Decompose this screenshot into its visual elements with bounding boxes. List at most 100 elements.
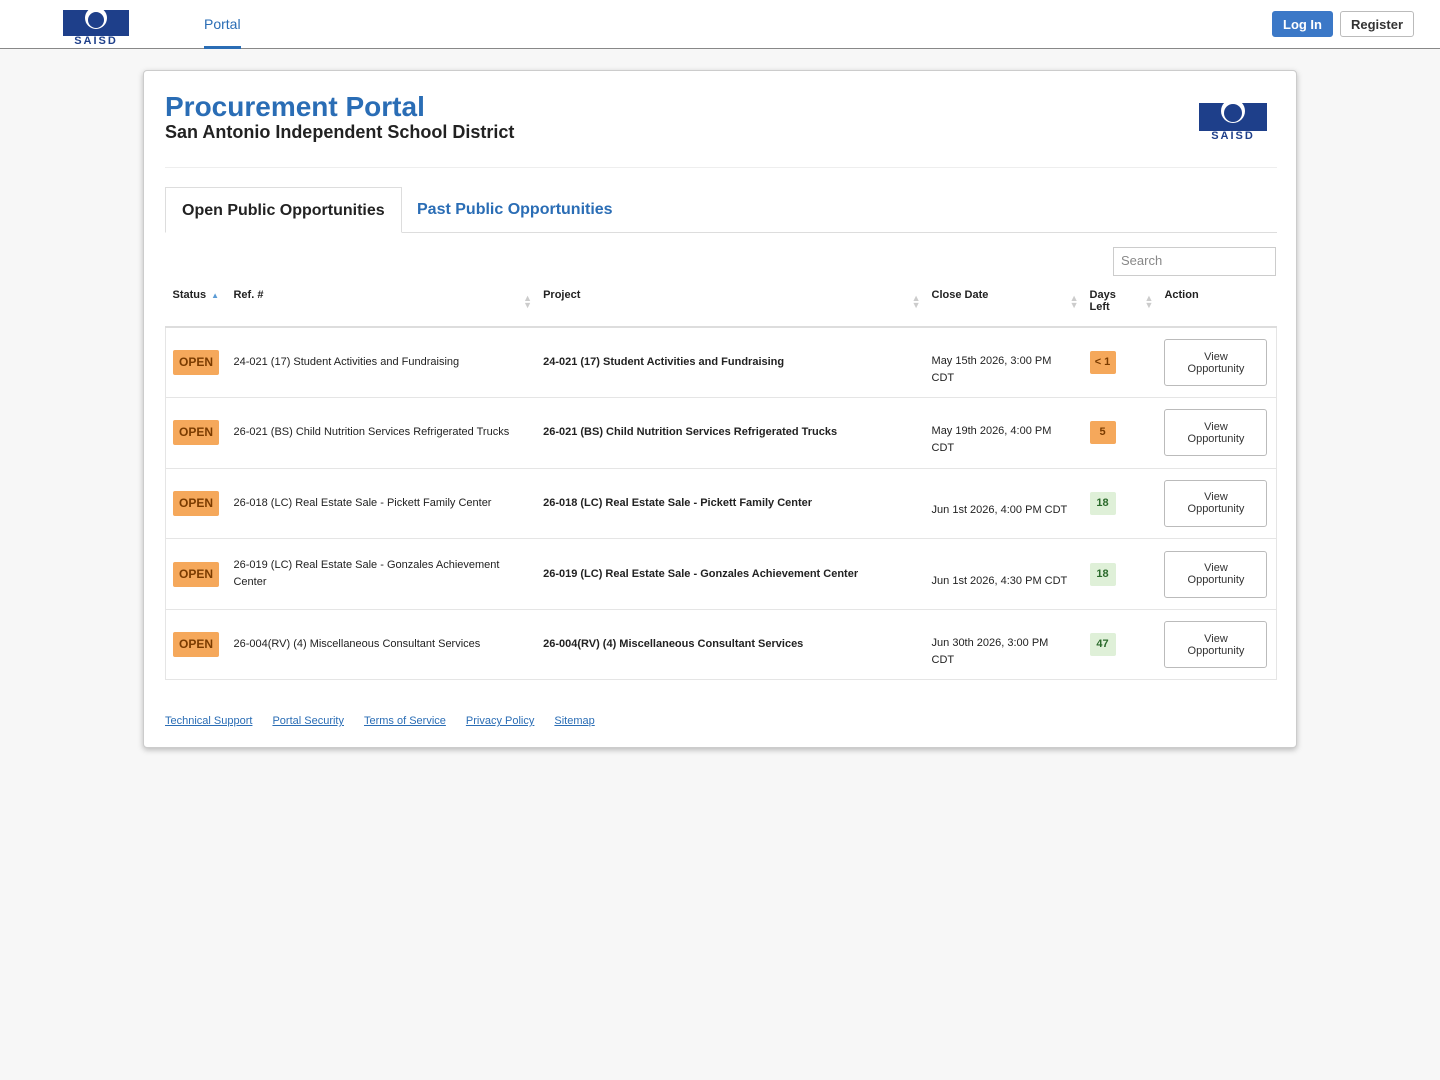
cell: OPEN	[165, 397, 227, 469]
view-button[interactable]: View Opportunity	[1164, 550, 1268, 598]
ref-number: 26-019 (LC) Real Estate Sale - Gonzales …	[233, 559, 500, 589]
column-header[interactable]: Status ▲	[165, 281, 227, 328]
cell: 26-004(RV) (4) Miscellaneous Consultant …	[536, 609, 925, 681]
cell: 26-021 (BS) Child Nutrition Services Ref…	[226, 397, 537, 469]
cell: May 15th 2026, 3:00 PM CDT	[924, 327, 1083, 399]
project-name: 24-021 (17) Student Activities and Fundr…	[543, 356, 785, 369]
search-input[interactable]: Search	[1113, 247, 1276, 276]
close-date: Jun 30th 2026, 3:00 PM CDT	[931, 637, 1049, 667]
footer: Technical Support Portal Security Terms of…	[165, 715, 615, 727]
cell: Jun 1st 2026, 4:00 PM CDT	[924, 468, 1083, 540]
cell: Jun 1st 2026, 4:30 PM CDT	[924, 538, 1083, 610]
cell: OPEN	[165, 468, 227, 540]
view-button[interactable]: View Opportunity	[1164, 409, 1268, 457]
column-label: Days Left	[1089, 289, 1116, 313]
table-row: OPEN 26-021 (BS) Child Nutrition Services…	[165, 397, 1278, 469]
status-badge: OPEN	[173, 561, 220, 587]
portal-link[interactable]: Portal	[204, 16, 241, 49]
project-name: 26-019 (LC) Real Estate Sale - Gonzales …	[543, 567, 859, 580]
close-date: Jun 1st 2026, 4:00 PM CDT	[931, 504, 1068, 517]
footer-link[interactable]: Portal Security	[272, 715, 344, 727]
tab[interactable]: Open Public Opportunities	[165, 187, 402, 233]
cell: 47	[1082, 609, 1158, 681]
tab[interactable]: Past Public Opportunities	[417, 201, 613, 218]
cell: 26-019 (LC) Real Estate Sale - Gonzales …	[226, 538, 537, 610]
cell: 18	[1082, 468, 1158, 540]
opportunities-table: Status ▲ Ref. # ▲ ▼ Project ▲ ▼ Close Date ▲ ▼ Days…	[165, 281, 1278, 681]
column-label: Close Date	[931, 289, 989, 301]
cell: Jun 30th 2026, 3:00 PM CDT	[924, 609, 1083, 681]
cell: 18	[1082, 538, 1158, 610]
ref-number: 26-004(RV) (4) Miscellaneous Consultant …	[233, 638, 481, 651]
column-header[interactable]: Days Left ▲ ▼	[1082, 281, 1158, 328]
days-left: 18	[1089, 491, 1116, 515]
cell: View Opportunity	[1157, 327, 1278, 399]
cell: View Opportunity	[1157, 468, 1278, 540]
sort-icon: ▲ ▼	[1144, 293, 1154, 310]
footer-link[interactable]: Sitemap	[554, 715, 595, 727]
column-header[interactable]: Project ▲ ▼	[536, 281, 925, 328]
cell: 5	[1082, 397, 1158, 469]
ref-number: 24-021 (17) Student Activities and Fundr…	[233, 356, 460, 369]
sort-icon: ▲ ▼	[911, 293, 921, 310]
ref-number: 26-018 (LC) Real Estate Sale - Pickett F…	[233, 496, 492, 509]
project-name: 26-018 (LC) Real Estate Sale - Pickett F…	[543, 496, 813, 509]
cell: OPEN	[165, 327, 227, 399]
close-date: Jun 1st 2026, 4:30 PM CDT	[931, 575, 1068, 588]
days-left: < 1	[1089, 351, 1116, 375]
column-label: Project	[543, 289, 581, 301]
sort-icon: ▲	[211, 291, 220, 300]
register-button[interactable]: Register	[1340, 11, 1415, 37]
nav-logo[interactable]: SAISD	[62, 2, 130, 46]
view-button[interactable]: View Opportunity	[1164, 479, 1268, 527]
column-label: Action	[1164, 289, 1199, 301]
cell: 24-021 (17) Student Activities and Fundr…	[536, 327, 925, 399]
table-row: OPEN 26-004(RV) (4) Miscellaneous Consult…	[165, 609, 1278, 681]
footer-link[interactable]: Privacy Policy	[465, 715, 535, 727]
cell: View Opportunity	[1157, 538, 1278, 610]
ref-number: 26-021 (BS) Child Nutrition Services Ref…	[233, 426, 510, 439]
project-name: 26-004(RV) (4) Miscellaneous Consultant …	[543, 638, 804, 651]
column-header: Action	[1157, 281, 1277, 328]
cell: 26-021 (BS) Child Nutrition Services Ref…	[536, 397, 925, 469]
footer-link[interactable]: Technical Support	[165, 715, 253, 727]
table-row: OPEN 26-018 (LC) Real Estate Sale - Picke…	[165, 468, 1278, 540]
status-badge: OPEN	[173, 350, 220, 376]
cell: < 1	[1082, 327, 1158, 399]
cell: View Opportunity	[1157, 609, 1278, 681]
cell: OPEN	[165, 609, 227, 681]
status-badge: OPEN	[173, 632, 220, 658]
cell: OPEN	[165, 538, 227, 610]
column-header[interactable]: Close Date ▲ ▼	[924, 281, 1083, 328]
cell: View Opportunity	[1157, 397, 1278, 469]
cell: 24-021 (17) Student Activities and Fundr…	[226, 327, 537, 399]
status-badge: OPEN	[173, 490, 220, 516]
sort-icon: ▲ ▼	[1069, 293, 1079, 310]
view-button[interactable]: View Opportunity	[1164, 339, 1268, 387]
card: Procurement Portal San Antonio Independe…	[143, 70, 1297, 748]
column-label: Status	[172, 289, 207, 301]
divider	[165, 167, 1277, 168]
page-title: Procurement Portal	[165, 91, 425, 122]
project-name: 26-021 (BS) Child Nutrition Services Ref…	[543, 426, 838, 439]
table-row: OPEN 24-021 (17) Student Activities and F…	[165, 327, 1278, 399]
column-label: Ref. #	[233, 289, 264, 301]
cell: 26-019 (LC) Real Estate Sale - Gonzales …	[536, 538, 925, 610]
page-subtitle: San Antonio Independent School District	[165, 122, 515, 142]
table-row: OPEN 26-019 (LC) Real Estate Sale - Gonza…	[165, 538, 1278, 610]
days-left: 5	[1089, 421, 1116, 445]
column-header[interactable]: Ref. # ▲ ▼	[226, 281, 537, 328]
footer-link[interactable]: Terms of Service	[363, 715, 446, 727]
cell: May 19th 2026, 4:00 PM CDT	[924, 397, 1083, 469]
days-left: 47	[1089, 633, 1116, 657]
login-button[interactable]: Log In	[1272, 11, 1333, 37]
header-logo: SAISD	[1199, 99, 1267, 141]
cell: 26-004(RV) (4) Miscellaneous Consultant …	[226, 609, 537, 681]
close-date: May 15th 2026, 3:00 PM CDT	[931, 355, 1052, 385]
cell: 26-018 (LC) Real Estate Sale - Pickett F…	[536, 468, 925, 540]
cell: 26-018 (LC) Real Estate Sale - Pickett F…	[226, 468, 537, 540]
tabs: Open Public Opportunities Past Public Op…	[165, 187, 1277, 233]
view-button[interactable]: View Opportunity	[1164, 621, 1268, 669]
